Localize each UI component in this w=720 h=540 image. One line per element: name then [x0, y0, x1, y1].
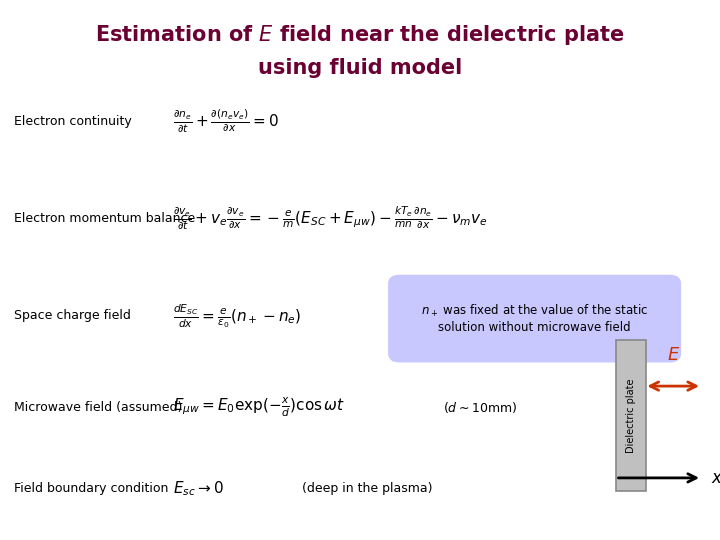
- Text: using fluid model: using fluid model: [258, 57, 462, 78]
- Text: $n_+$ was fixed at the value of the static
solution without microwave field: $n_+$ was fixed at the value of the stat…: [421, 303, 648, 334]
- Text: Electron continuity: Electron continuity: [14, 115, 132, 128]
- Bar: [616, 340, 646, 491]
- Text: (deep in the plasma): (deep in the plasma): [302, 482, 433, 495]
- FancyBboxPatch shape: [389, 275, 680, 362]
- Text: Space charge field: Space charge field: [14, 309, 131, 322]
- Text: Field boundary condition: Field boundary condition: [14, 482, 168, 495]
- Text: $(d{\sim}10\mathrm{mm})$: $(d{\sim}10\mathrm{mm})$: [443, 400, 517, 415]
- Text: $x$: $x$: [711, 469, 720, 487]
- Text: Estimation of $E$ field near the dielectric plate: Estimation of $E$ field near the dielect…: [95, 23, 625, 47]
- Text: Dielectric plate: Dielectric plate: [626, 379, 636, 453]
- Text: $\frac{\partial n_e}{\partial t} + \frac{\partial (n_e v_e)}{\partial x} = 0$: $\frac{\partial n_e}{\partial t} + \frac…: [173, 107, 279, 136]
- Text: $E_{\mu w} = E_0 \exp(-\frac{x}{d})\cos\omega t$: $E_{\mu w} = E_0 \exp(-\frac{x}{d})\cos\…: [173, 396, 345, 420]
- Text: $\frac{\partial v_e}{\partial t} + v_e \frac{\partial v_e}{\partial x} = -\frac{: $\frac{\partial v_e}{\partial t} + v_e \…: [173, 205, 487, 232]
- Text: Electron momentum balance: Electron momentum balance: [14, 212, 196, 225]
- Text: $E_{sc} \rightarrow 0$: $E_{sc} \rightarrow 0$: [173, 480, 224, 498]
- Text: Microwave field (assumed): Microwave field (assumed): [14, 401, 183, 414]
- Text: $E$: $E$: [667, 347, 680, 364]
- Text: $\frac{dE_{SC}}{dx} = \frac{e}{\varepsilon_0}(n_+ - n_e)$: $\frac{dE_{SC}}{dx} = \frac{e}{\varepsil…: [173, 302, 301, 329]
